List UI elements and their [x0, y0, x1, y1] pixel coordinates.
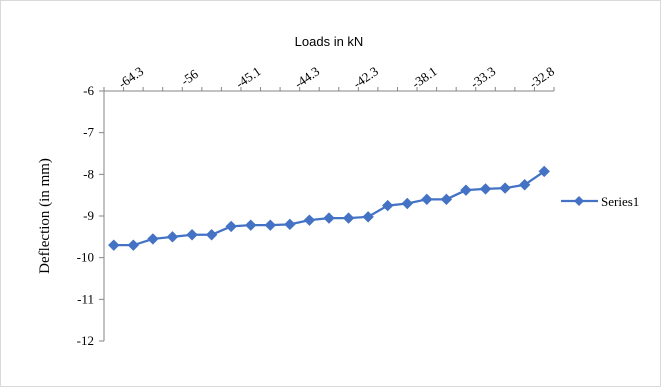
legend-marker [574, 196, 584, 206]
data-point [342, 212, 355, 224]
y-axis-title: Deflection (in mm) [37, 158, 53, 274]
x-axis-title: Loads in kN [295, 34, 364, 49]
y-axis: -6 -7 -8 -9 -10 -11 -12 [77, 83, 105, 348]
data-point [518, 179, 531, 191]
legend: Series1 [561, 194, 639, 209]
data-point [108, 239, 120, 251]
x-tick-label: -42.3 [350, 63, 381, 91]
data-point [127, 239, 140, 251]
data-point [205, 229, 218, 241]
series-line [113, 170, 545, 247]
y-tick-label: -6 [83, 83, 94, 98]
data-point [421, 193, 433, 206]
y-tick-label: -12 [77, 333, 94, 348]
data-point [440, 193, 453, 206]
y-tick-label: -11 [77, 291, 94, 306]
x-tick-label: -38.1 [409, 63, 440, 91]
data-point [401, 197, 413, 210]
data-point [499, 182, 511, 194]
x-tick-label: -33.3 [468, 63, 499, 91]
data-point [323, 212, 335, 224]
data-point [303, 214, 316, 226]
x-axis: -64.3 -56 -45.1 -44.3 -42.3 -38.1 -33.3 -32.8 [103, 63, 557, 92]
x-tick-label: -56 [178, 66, 201, 89]
x-tick-label: -32.8 [526, 63, 557, 91]
data-point [538, 165, 550, 178]
x-tick-label: -44.3 [291, 63, 322, 91]
plot-series [108, 165, 550, 251]
x-tick-label: -64.3 [115, 63, 146, 91]
data-point [284, 218, 296, 231]
data-point [147, 233, 159, 245]
y-tick-label: -7 [83, 125, 94, 140]
data-point [362, 211, 374, 223]
data-point [460, 184, 472, 196]
data-point [225, 220, 237, 233]
y-tick-label: -8 [83, 166, 94, 181]
data-point [245, 219, 257, 231]
data-point [186, 229, 198, 241]
y-tick-label: -9 [83, 208, 94, 223]
data-point [166, 231, 179, 243]
legend-label: Series1 [601, 194, 639, 209]
data-point [381, 199, 394, 212]
x-tick-label: -45.1 [233, 63, 264, 91]
data-point [479, 183, 492, 195]
data-point [264, 219, 277, 231]
y-tick-label: -10 [77, 250, 94, 265]
